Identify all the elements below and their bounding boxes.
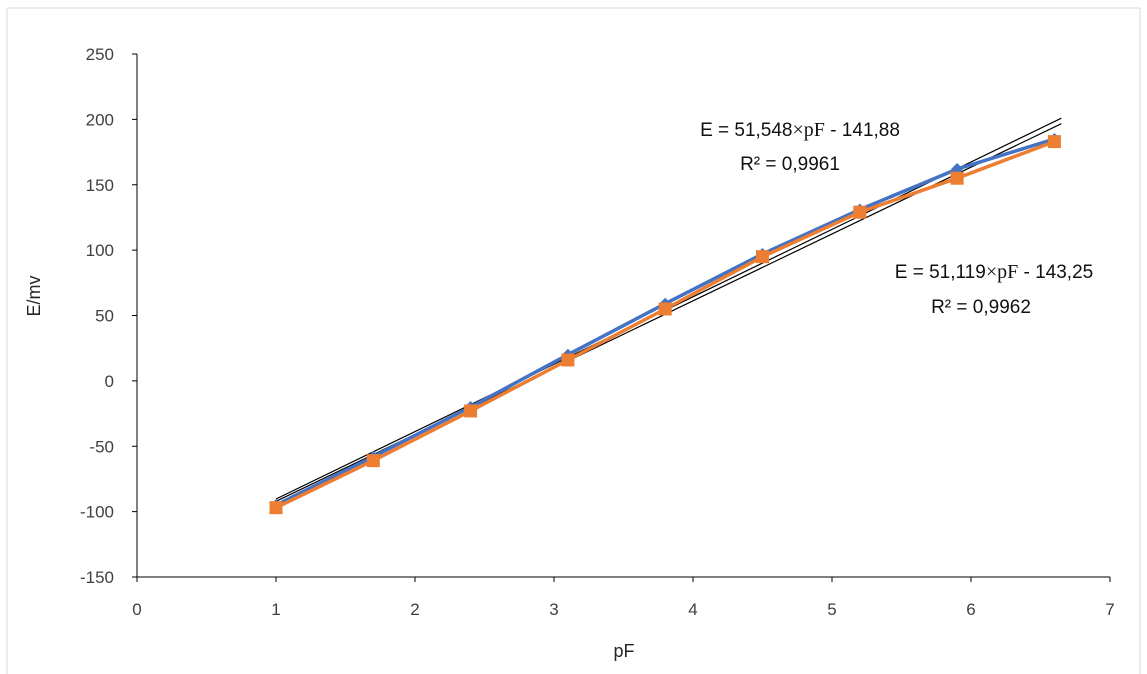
x-tick-label: 2 [410, 600, 419, 619]
y-tick-label: 200 [86, 110, 114, 129]
y-axis-title: E/mv [24, 275, 44, 316]
x-tick-label: 7 [1105, 600, 1114, 619]
trendline-1-r2: R² = 0,9961 [740, 154, 840, 175]
x-tick-label: 6 [966, 600, 975, 619]
trendline-2-equation: E = 51,119×pF - 143,25 [895, 261, 1093, 283]
trendline-1-equation: E = 51,548×pF - 141,88 [700, 119, 900, 141]
y-tick-label: 250 [86, 45, 114, 64]
plot-area: -150 -100 -50 0 50 100 150 200 250 0 1 2 3 4 5 6 7 [80, 45, 1115, 619]
series-2-point [658, 302, 672, 316]
x-tick-label: 1 [271, 600, 280, 619]
series-2-point [366, 454, 380, 468]
y-tick-label: -50 [89, 437, 114, 456]
y-tick-label: 0 [105, 372, 114, 391]
trendline-1-equation-suffix: - 141,88 [825, 120, 900, 141]
series-2-point [464, 404, 478, 418]
x-tick-label: 4 [688, 600, 697, 619]
trendline-2-label: E = 51,119×pF - 143,25 R² = 0,9962 [895, 261, 1093, 318]
series-2-point [561, 353, 575, 367]
series-2-point [853, 205, 867, 219]
series-2-point [1047, 135, 1061, 149]
series-2-point [269, 501, 283, 515]
trendline-2-equation-var: ×pF [986, 261, 1018, 283]
series-2-point [756, 250, 769, 264]
y-tick-label: 50 [95, 307, 114, 326]
series-2-point [950, 171, 964, 185]
x-tick-label: 3 [549, 600, 558, 619]
y-tick-label: -100 [80, 503, 114, 522]
x-tick-label: 5 [827, 600, 836, 619]
x-tick-label: 0 [132, 600, 141, 619]
trendline-1-equation-prefix: E = 51,548 [700, 120, 792, 141]
trendline-1-label: E = 51,548×pF - 141,88 R² = 0,9961 [700, 119, 900, 175]
y-tick-label: 150 [86, 176, 114, 195]
trendline-2-equation-prefix: E = 51,119 [895, 262, 986, 283]
y-tick-label: 100 [86, 241, 114, 260]
y-tick-label: -150 [80, 568, 114, 587]
trendline-2-r2: R² = 0,9962 [931, 297, 1031, 318]
trendline-2-equation-suffix: - 143,25 [1018, 262, 1093, 283]
x-axis-title: pF [613, 641, 634, 661]
trendline-1-equation-var: ×pF [793, 119, 825, 141]
